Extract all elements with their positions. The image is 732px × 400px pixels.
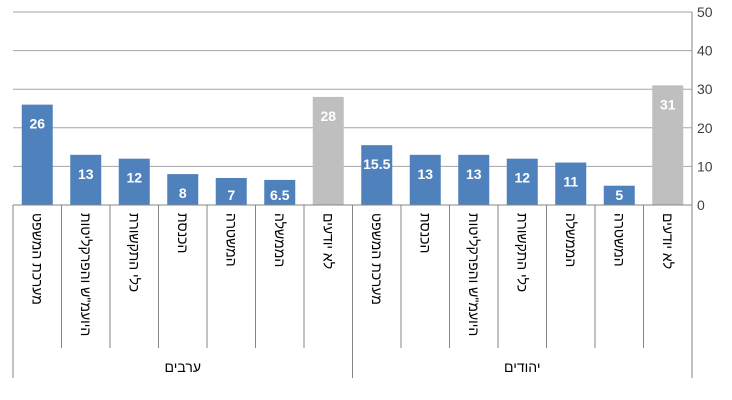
data-label: 13: [417, 166, 433, 182]
data-label: 31: [660, 96, 676, 112]
category-label: היועמ"ש והפרקליטות: [78, 213, 94, 336]
data-label: 11: [563, 174, 578, 190]
data-label: 12: [514, 170, 530, 186]
bar: [167, 174, 199, 205]
data-label: 12: [126, 170, 142, 186]
y-tick-label: 30: [697, 81, 713, 97]
bar: [264, 179, 296, 205]
bar: [215, 177, 247, 205]
group-labels: ערבים יהודים: [165, 359, 541, 375]
data-label: 6.5: [270, 187, 290, 203]
data-label: 13: [78, 166, 94, 182]
category-label: כלי התקשורת: [126, 213, 142, 292]
gridlines: [13, 11, 692, 167]
data-label: 5: [615, 187, 623, 203]
data-label: 26: [29, 116, 45, 132]
category-label: המשטרה: [611, 213, 627, 267]
bar: [603, 185, 635, 205]
category-labels: מערכת המשפט היועמ"ש והפרקליטות כלי התקשורת…: [29, 213, 676, 336]
y-tick-label: 40: [697, 43, 713, 59]
category-label: הכנסת: [175, 213, 191, 253]
category-label: מערכת המשפט: [369, 213, 385, 305]
category-label: הכנסת: [417, 213, 433, 253]
data-label: 15.5: [363, 156, 390, 172]
bar: [555, 162, 587, 205]
bar: [21, 104, 53, 205]
data-label: 8: [179, 185, 187, 201]
category-label: כלי התקשורת: [514, 213, 530, 292]
category-label: היועמ"ש והפרקליטות: [466, 213, 482, 336]
category-label: לא יודעים: [320, 213, 336, 269]
bar: [118, 158, 150, 205]
group-label: יהודים: [504, 359, 540, 375]
bar: [361, 145, 393, 205]
category-label: לא יודעים: [660, 213, 676, 269]
bar: [312, 96, 344, 205]
data-label: 13: [466, 166, 482, 182]
data-labels: 26 13 12 8 7 6.5 28 15.5 13 13 12 11 5 31: [29, 96, 675, 203]
y-tick-label: 0: [697, 197, 705, 213]
category-label: מערכת המשפט: [29, 213, 45, 305]
data-label: 28: [320, 108, 336, 124]
group-label: ערבים: [165, 359, 201, 375]
axes: 0 10 20 30 40 50: [12, 4, 713, 378]
category-label: המשטרה: [223, 213, 239, 267]
bar: [409, 154, 441, 205]
y-tick-label: 20: [697, 120, 713, 136]
bar: [458, 154, 490, 205]
bar: [70, 154, 102, 205]
y-tick-label: 50: [697, 4, 713, 20]
bar: [652, 85, 684, 205]
category-label: הממשלה: [272, 213, 288, 267]
category-label: הממשלה: [563, 213, 579, 267]
y-tick-label: 10: [697, 158, 713, 174]
data-label: 7: [227, 187, 235, 203]
bar: [506, 158, 538, 205]
bars: [21, 85, 684, 205]
